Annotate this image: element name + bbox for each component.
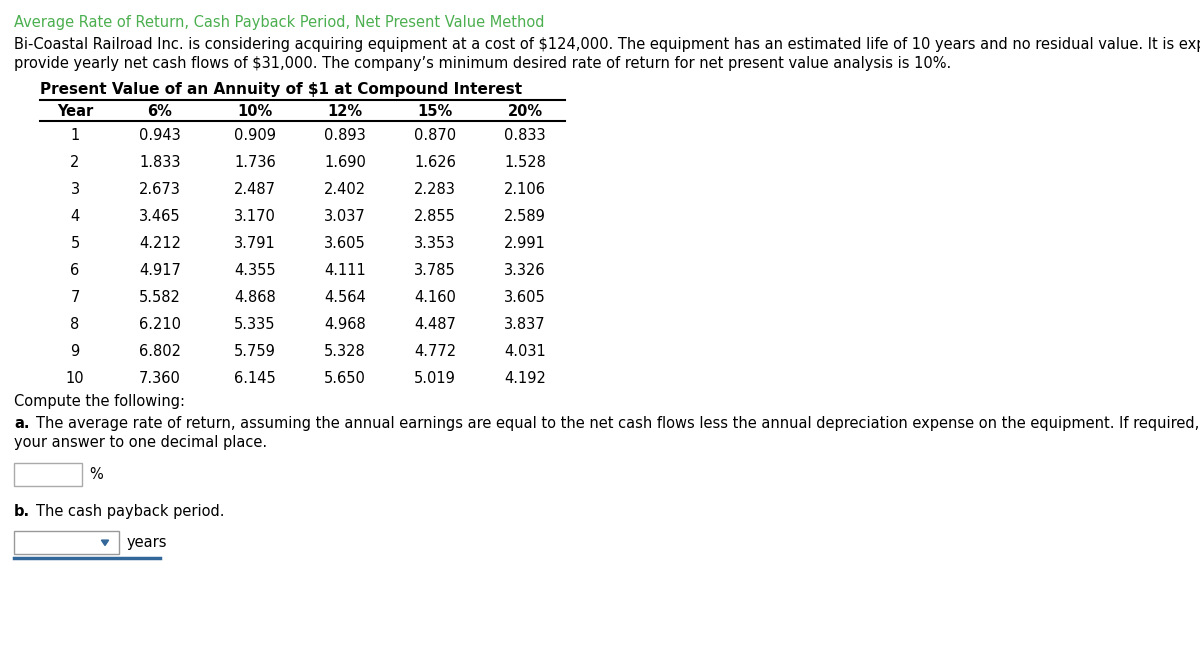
Text: 1.736: 1.736 [234,155,276,170]
Text: 5: 5 [71,236,79,251]
Text: 3.037: 3.037 [324,209,366,224]
Text: 2.991: 2.991 [504,236,546,251]
Text: 3.465: 3.465 [139,209,181,224]
Text: 4.031: 4.031 [504,344,546,359]
Text: 1.626: 1.626 [414,155,456,170]
Text: The average rate of return, assuming the annual earnings are equal to the net ca: The average rate of return, assuming the… [36,416,1200,431]
Text: 3.326: 3.326 [504,263,546,278]
Text: 5.335: 5.335 [234,317,276,332]
FancyBboxPatch shape [14,463,82,486]
Text: your answer to one decimal place.: your answer to one decimal place. [14,435,268,450]
Text: 3.791: 3.791 [234,236,276,251]
Text: 6.210: 6.210 [139,317,181,332]
Text: 7.360: 7.360 [139,371,181,386]
Text: 6: 6 [71,263,79,278]
Text: Present Value of an Annuity of $1 at Compound Interest: Present Value of an Annuity of $1 at Com… [40,82,522,97]
Text: 2.283: 2.283 [414,182,456,197]
Text: 12%: 12% [328,104,362,119]
Text: years: years [127,535,168,550]
Text: 6.145: 6.145 [234,371,276,386]
Text: Bi-Coastal Railroad Inc. is considering acquiring equipment at a cost of $124,00: Bi-Coastal Railroad Inc. is considering … [14,37,1200,52]
Text: 1: 1 [71,128,79,143]
Text: 0.943: 0.943 [139,128,181,143]
Text: 3.605: 3.605 [324,236,366,251]
Text: 2.487: 2.487 [234,182,276,197]
Text: 3.785: 3.785 [414,263,456,278]
Text: 15%: 15% [418,104,452,119]
Text: 3.353: 3.353 [414,236,456,251]
Text: 4.868: 4.868 [234,290,276,305]
Text: 2.673: 2.673 [139,182,181,197]
Text: The cash payback period.: The cash payback period. [36,504,224,519]
Text: 2.589: 2.589 [504,209,546,224]
Text: 4.212: 4.212 [139,236,181,251]
Text: 3.170: 3.170 [234,209,276,224]
Text: 1.528: 1.528 [504,155,546,170]
Text: Year: Year [56,104,94,119]
Text: 4.487: 4.487 [414,317,456,332]
Text: 3.605: 3.605 [504,290,546,305]
Text: 9: 9 [71,344,79,359]
Text: 4.160: 4.160 [414,290,456,305]
Text: a.: a. [14,416,30,431]
Text: 4.355: 4.355 [234,263,276,278]
Text: Compute the following:: Compute the following: [14,394,185,409]
Text: 5.328: 5.328 [324,344,366,359]
Text: 8: 8 [71,317,79,332]
Text: 6.802: 6.802 [139,344,181,359]
Text: 2.402: 2.402 [324,182,366,197]
Text: 7: 7 [71,290,79,305]
Text: %: % [89,467,103,482]
Text: provide yearly net cash flows of $31,000. The company’s minimum desired rate of : provide yearly net cash flows of $31,000… [14,56,952,71]
Polygon shape [101,540,108,545]
Text: 2.106: 2.106 [504,182,546,197]
Text: 6%: 6% [148,104,173,119]
Text: 3: 3 [71,182,79,197]
Text: 3.837: 3.837 [504,317,546,332]
Text: b.: b. [14,504,30,519]
Text: 0.909: 0.909 [234,128,276,143]
Text: 20%: 20% [508,104,542,119]
Text: 0.833: 0.833 [504,128,546,143]
Text: 4.968: 4.968 [324,317,366,332]
Text: 5.582: 5.582 [139,290,181,305]
Text: 4.192: 4.192 [504,371,546,386]
Text: 4.564: 4.564 [324,290,366,305]
Text: 4.917: 4.917 [139,263,181,278]
Text: 4.111: 4.111 [324,263,366,278]
Text: 1.833: 1.833 [139,155,181,170]
Text: 10%: 10% [238,104,272,119]
Text: 5.019: 5.019 [414,371,456,386]
Text: 2: 2 [71,155,79,170]
Text: 5.759: 5.759 [234,344,276,359]
Text: 10: 10 [66,371,84,386]
Text: Average Rate of Return, Cash Payback Period, Net Present Value Method: Average Rate of Return, Cash Payback Per… [14,15,545,30]
Text: 2.855: 2.855 [414,209,456,224]
Text: 4: 4 [71,209,79,224]
Text: 0.893: 0.893 [324,128,366,143]
Text: 1.690: 1.690 [324,155,366,170]
Text: 0.870: 0.870 [414,128,456,143]
Text: 5.650: 5.650 [324,371,366,386]
FancyBboxPatch shape [14,531,119,554]
Text: 4.772: 4.772 [414,344,456,359]
